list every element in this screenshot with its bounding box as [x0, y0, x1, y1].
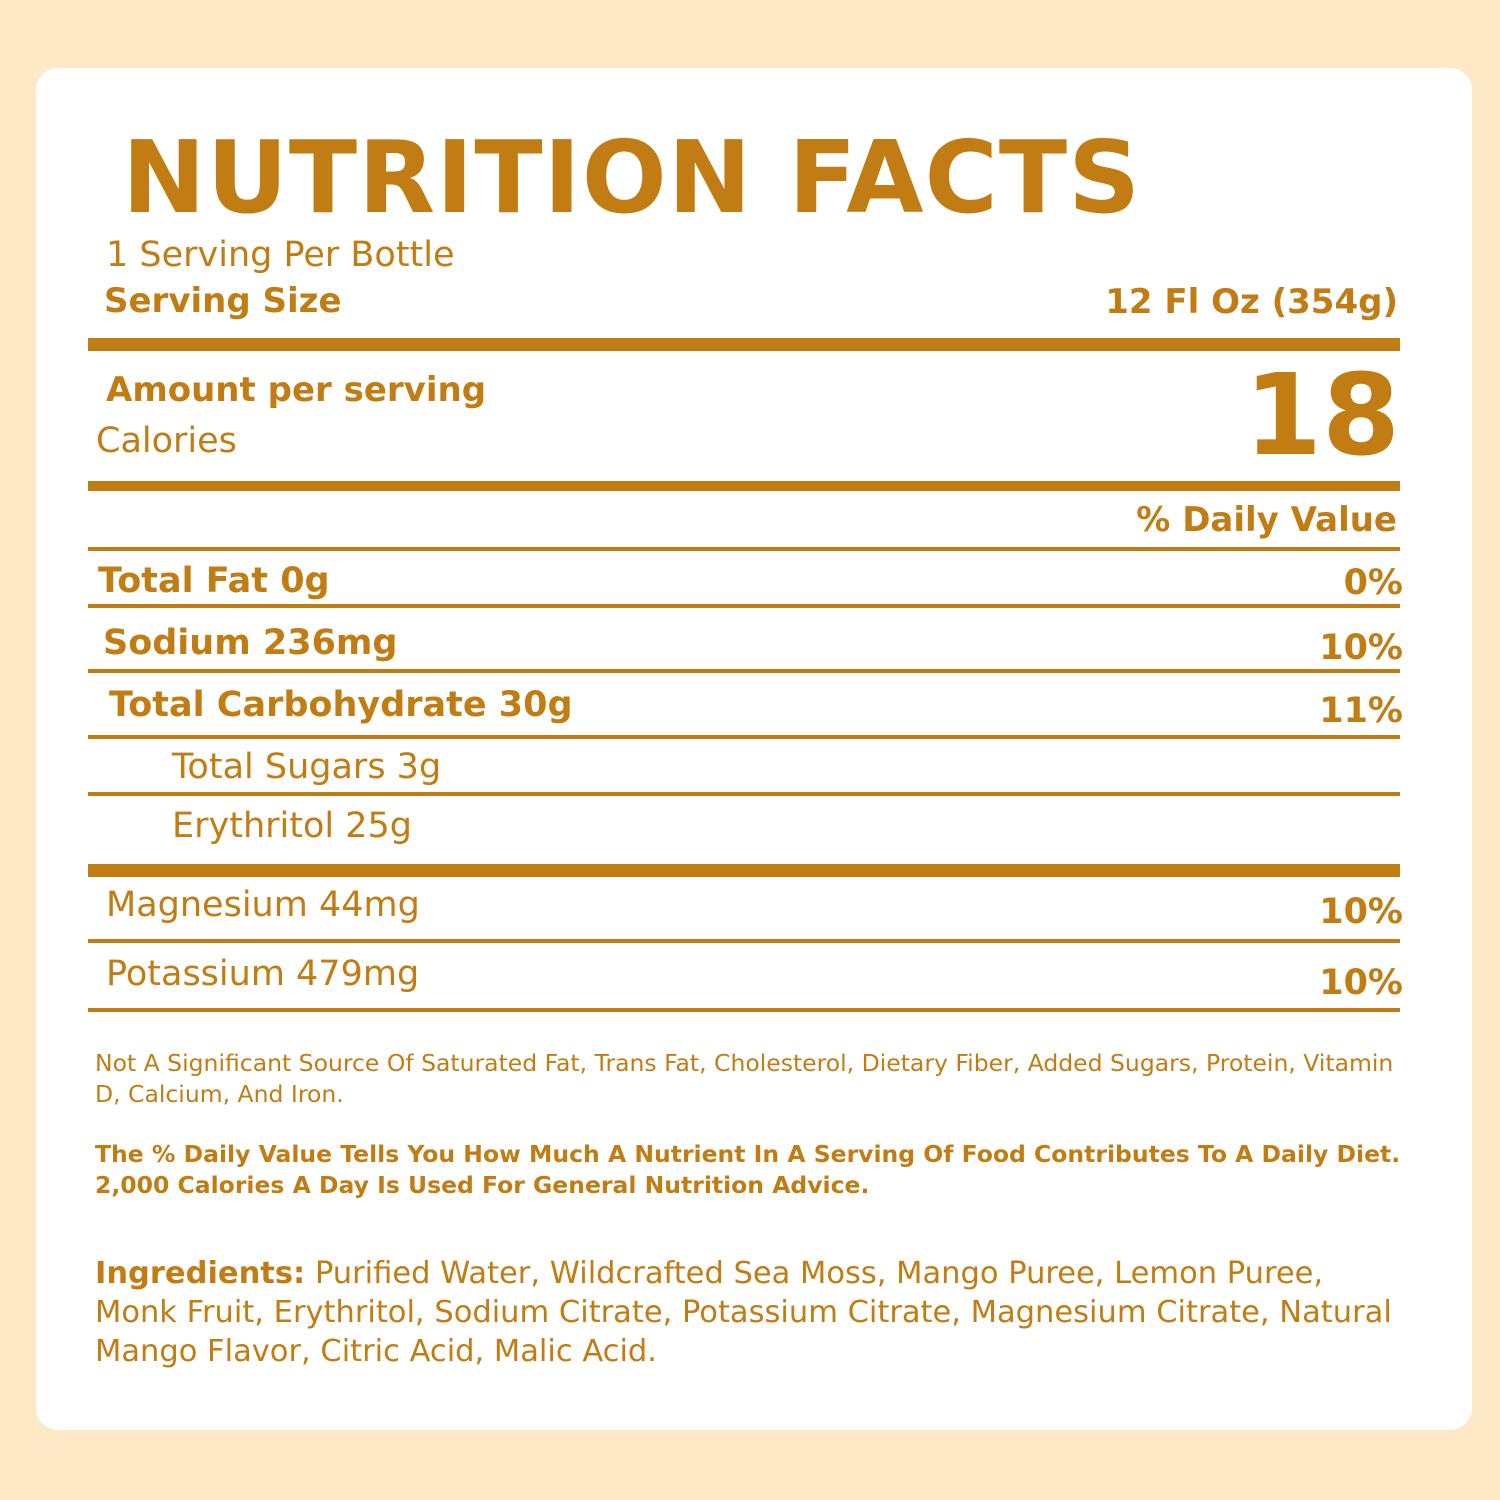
nutrient-name-sodium: Sodium 236mg: [103, 623, 398, 663]
mineral-name-magnesium: Magnesium 44mg: [106, 885, 420, 925]
divider: [88, 1008, 1400, 1012]
nutrient-name-total-carbohydrate: Total Carbohydrate 30g: [109, 685, 573, 725]
nutrient-name-total-sugars: Total Sugars 3g: [172, 747, 442, 787]
nutrient-dv-total-fat: 0%: [1343, 563, 1403, 603]
mineral-name-potassium: Potassium 479mg: [106, 954, 420, 994]
divider: [88, 547, 1400, 551]
nutrient-dv-total-carbohydrate: 11%: [1319, 691, 1403, 731]
thick-divider: [88, 338, 1400, 351]
servings-per-container: 1 Serving Per Bottle: [106, 235, 455, 275]
amount-per-serving-label: Amount per serving: [106, 370, 487, 410]
mineral-dv-potassium: 10%: [1319, 963, 1403, 1003]
mineral-dv-magnesium: 10%: [1319, 892, 1403, 932]
nutrition-label-card: [36, 68, 1472, 1430]
serving-size-value: 12 Fl Oz (354g): [1105, 282, 1398, 322]
nutrient-dv-sodium: 10%: [1319, 628, 1403, 668]
daily-value-header: % Daily Value: [1136, 500, 1397, 540]
divider: [88, 735, 1400, 739]
ingredients-text: Purified Water, Wildcrafted Sea Moss, Ma…: [95, 1256, 1392, 1369]
calories-label: Calories: [96, 421, 237, 461]
serving-size-label: Serving Size: [104, 281, 342, 321]
divider: [88, 604, 1400, 608]
nutrient-name-erythritol: Erythritol 25g: [172, 806, 412, 846]
not-significant-note: Not A Significant Source Of Saturated Fa…: [95, 1049, 1394, 1108]
nutrient-name-total-fat: Total Fat 0g: [98, 561, 330, 601]
label-title: NUTRITION FACTS: [122, 119, 1142, 236]
divider: [88, 939, 1400, 943]
divider: [88, 792, 1400, 796]
ingredients-label: Ingredients:: [95, 1256, 306, 1291]
thick-divider: [88, 864, 1400, 877]
daily-value-note: The % Daily Value Tells You How Much A N…: [95, 1140, 1401, 1199]
divider: [88, 669, 1400, 673]
thick-divider: [88, 481, 1400, 491]
calories-value: 18: [1244, 351, 1400, 481]
ingredients-block: Ingredients: Purified Water, Wildcrafted…: [95, 1254, 1405, 1371]
